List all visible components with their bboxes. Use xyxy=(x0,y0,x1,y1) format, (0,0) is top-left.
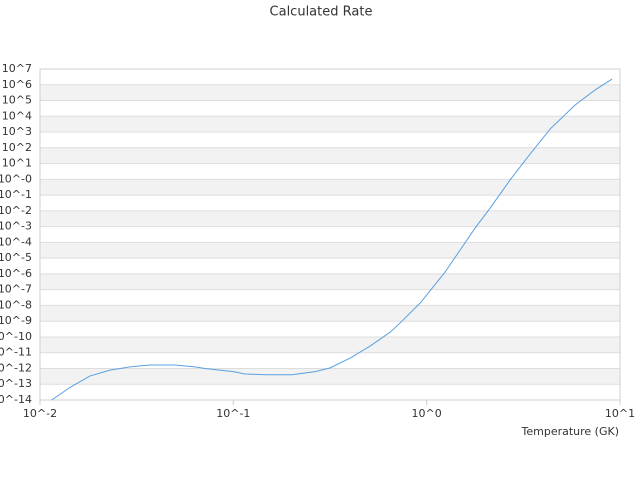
grid-band xyxy=(40,368,620,385)
grid-band xyxy=(40,179,620,196)
y-tick-label: 10^-2 xyxy=(0,204,32,217)
y-tick-label: 10^1 xyxy=(2,157,32,170)
data-line xyxy=(51,78,613,401)
x-tick-label: 10^1 xyxy=(605,407,635,420)
y-tick-label: 10^-3 xyxy=(0,220,32,233)
grid-band xyxy=(40,273,620,290)
x-tick-label: 10^-2 xyxy=(23,407,57,420)
y-tick-label: 10^-0 xyxy=(0,172,32,185)
x-tick-label: 10^-1 xyxy=(216,407,250,420)
y-tick-label: 10^6 xyxy=(2,78,32,91)
grid-band xyxy=(40,336,620,353)
y-tick-label: 10^7 xyxy=(2,62,32,75)
grid-band xyxy=(40,84,620,101)
y-tick-label: 10^-9 xyxy=(0,314,32,327)
y-tick-label: 10^2 xyxy=(2,141,32,154)
grid-band xyxy=(40,147,620,164)
y-tick-label: 10^-13 xyxy=(0,377,32,390)
y-tick-label: 10^-5 xyxy=(0,251,32,264)
plot-border xyxy=(39,68,621,401)
x-tick-label: 10^0 xyxy=(412,407,442,420)
y-tick-label: 10^-10 xyxy=(0,330,32,343)
y-tick-label: 10^-1 xyxy=(0,188,32,201)
y-tick-label: 10^-4 xyxy=(0,235,32,248)
y-tick-label: 10^-14 xyxy=(0,393,32,406)
y-tick-label: 10^-12 xyxy=(0,361,32,374)
chart-title: Calculated Rate xyxy=(270,5,373,20)
y-tick-label: 10^-7 xyxy=(0,283,32,296)
y-tick-label: 10^-8 xyxy=(0,298,32,311)
y-tick-label: 10^-6 xyxy=(0,267,32,280)
y-tick-label: 10^4 xyxy=(2,109,32,122)
y-tick-label: 10^5 xyxy=(2,94,32,107)
x-axis-label: Temperature (GK) xyxy=(521,425,620,438)
grid-band xyxy=(40,116,620,133)
grid-band xyxy=(40,242,620,259)
grid-band xyxy=(40,305,620,322)
y-tick-label: 10^-11 xyxy=(0,346,32,359)
grid-band xyxy=(40,210,620,227)
y-tick-label: 10^3 xyxy=(2,125,32,138)
